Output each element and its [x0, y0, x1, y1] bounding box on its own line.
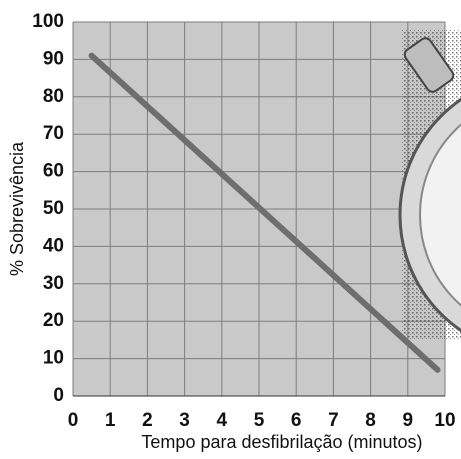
x-tick-label: 2 [142, 410, 153, 431]
x-tick-label: 8 [365, 410, 376, 431]
x-tick-label: 5 [254, 410, 265, 431]
y-tick-label: 30 [43, 273, 64, 294]
chart: Tempo para desfibrilação (minutos) % Sob… [0, 0, 461, 459]
x-tick-label: 7 [328, 410, 339, 431]
y-tick-label: 80 [43, 86, 64, 107]
x-axis-label: Tempo para desfibrilação (minutos) [141, 432, 422, 452]
y-tick-label: 70 [43, 123, 64, 144]
y-tick-label: 50 [43, 198, 64, 219]
y-axis-label: % Sobrevivência [7, 141, 27, 276]
y-tick-label: 60 [43, 161, 64, 182]
x-tick-label: 3 [179, 410, 190, 431]
y-tick-label: 40 [43, 235, 64, 256]
x-tick-label: 9 [403, 410, 414, 431]
y-tick-label: 90 [43, 48, 64, 69]
x-tick-label: 6 [291, 410, 302, 431]
x-tick-label: 0 [68, 410, 79, 431]
stopwatch-image [400, 30, 461, 355]
y-tick-label: 0 [53, 385, 64, 406]
y-tick-label: 20 [43, 310, 64, 331]
x-tick-label: 4 [217, 410, 228, 431]
x-tick-label: 10 [434, 410, 455, 431]
y-tick-label: 100 [32, 11, 64, 32]
y-tick-label: 10 [43, 348, 64, 369]
x-tick-label: 1 [105, 410, 116, 431]
